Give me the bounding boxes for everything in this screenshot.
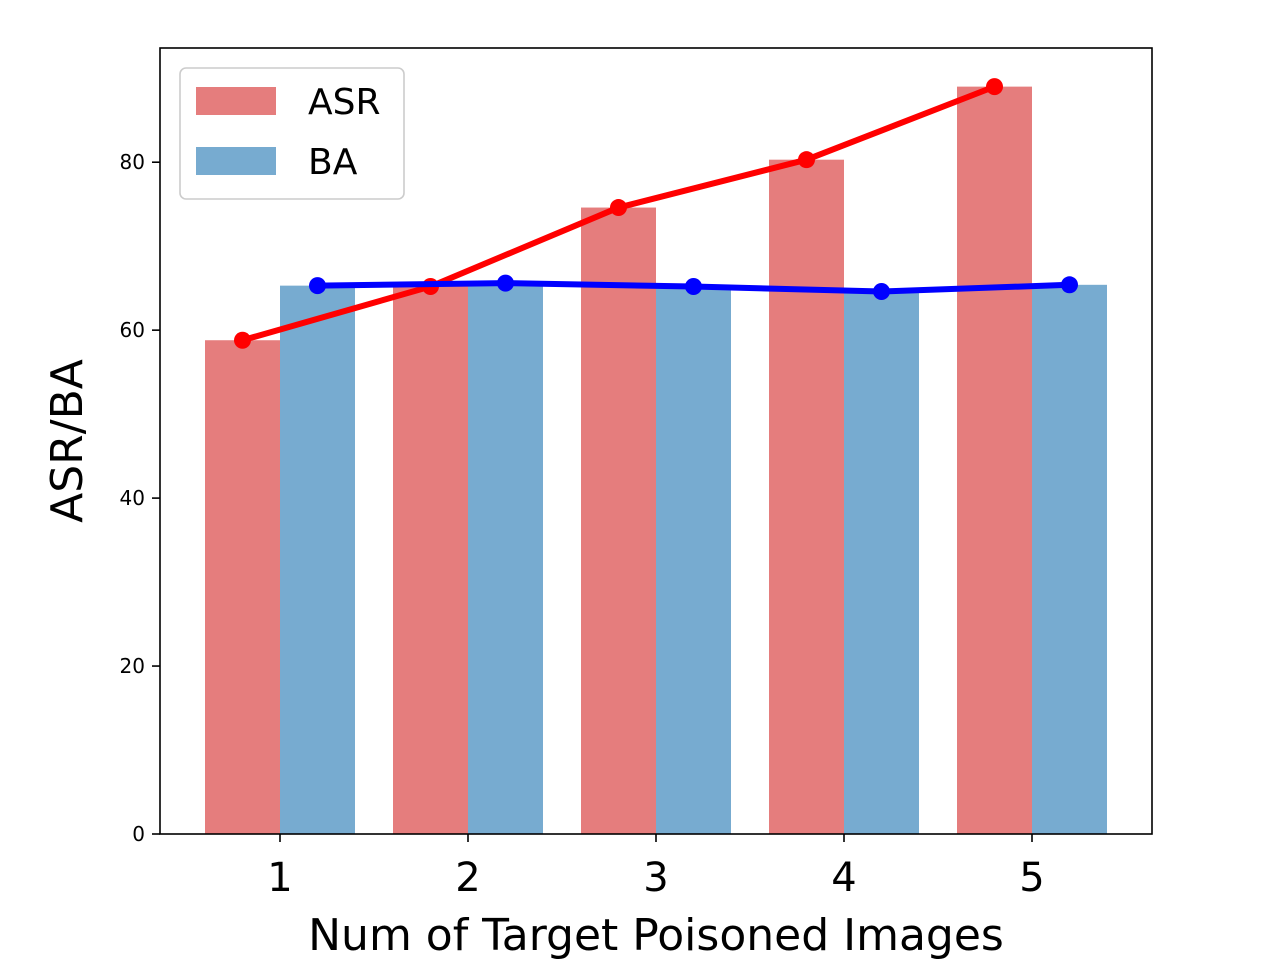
bar-ba-1	[280, 285, 355, 834]
legend-label-asr: ASR	[308, 82, 381, 123]
x-axis: 1 2 3 4 5	[267, 834, 1045, 901]
bars-layer	[205, 86, 1107, 835]
bar-ba-2	[468, 283, 543, 835]
bar-asr-1	[205, 340, 280, 834]
x-tick-label-1: 1	[267, 855, 292, 901]
x-tick-label-4: 4	[831, 855, 856, 901]
legend-swatch-asr	[196, 87, 276, 115]
point-ba-3	[685, 277, 702, 295]
bar-ba-5	[1032, 284, 1107, 834]
legend-label-ba: BA	[308, 142, 358, 183]
y-axis-label: ASR/BA	[42, 359, 93, 523]
y-tick-label-40: 40	[120, 486, 145, 510]
point-asr-3	[610, 199, 627, 217]
x-tick-label-5: 5	[1019, 855, 1044, 901]
x-axis-label: Num of Target Poisoned Images	[308, 910, 1004, 960]
bar-ba-3	[656, 286, 731, 834]
bar-asr-2	[393, 286, 468, 834]
legend-swatch-ba	[196, 147, 276, 175]
point-ba-4	[873, 283, 890, 301]
x-tick-label-2: 2	[455, 855, 480, 901]
y-tick-label-20: 20	[120, 654, 145, 678]
bar-asr-5	[957, 86, 1032, 835]
bar-ba-4	[844, 291, 919, 834]
point-ba-2	[497, 274, 514, 292]
y-tick-label-60: 60	[120, 318, 145, 342]
point-asr-5	[986, 78, 1003, 96]
bar-asr-4	[769, 159, 844, 834]
point-asr-4	[798, 151, 815, 169]
point-ba-5	[1061, 276, 1078, 294]
y-axis: 0 20 40 60 80	[120, 150, 160, 846]
y-tick-label-0: 0	[132, 822, 145, 846]
lines-layer	[234, 78, 1078, 349]
legend: ASR BA	[179, 67, 405, 200]
bar-asr-3	[581, 207, 656, 835]
point-asr-1	[234, 331, 251, 349]
x-tick-label-3: 3	[643, 855, 668, 901]
point-ba-1	[309, 277, 326, 295]
y-tick-label-80: 80	[120, 150, 145, 174]
